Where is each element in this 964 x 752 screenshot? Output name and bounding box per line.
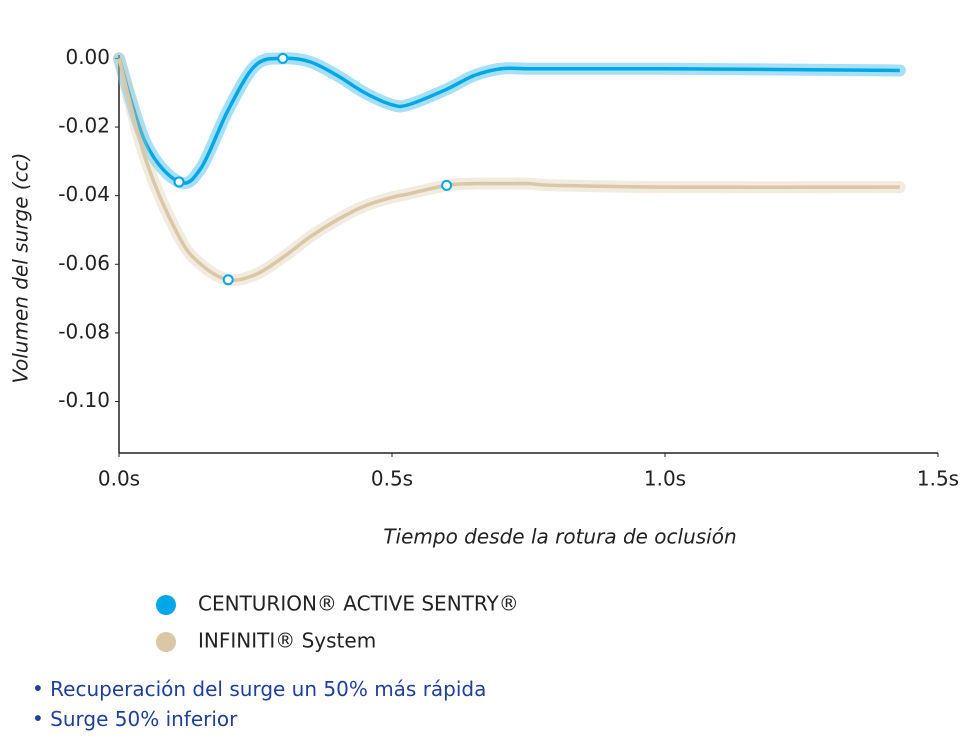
y-tick-label: -0.04 — [58, 182, 110, 206]
series-line — [117, 57, 900, 282]
marker — [222, 274, 234, 286]
note-text: Recuperación del surge un 50% más rápida — [50, 677, 486, 701]
y-tick-label: -0.06 — [58, 251, 110, 275]
legend-swatch — [156, 632, 176, 652]
marker — [277, 52, 289, 64]
x-tick-label: 0.5s — [371, 467, 413, 491]
y-tick-label: -0.02 — [58, 114, 110, 138]
y-axis-label: Volumen del surge (cc) — [9, 153, 33, 384]
legend-swatch — [156, 595, 176, 615]
x-tick-label: 1.0s — [644, 467, 686, 491]
x-tick-label: 0.0s — [98, 467, 140, 491]
x-axis-label: Tiempo desde la rotura de oclusión — [383, 525, 736, 549]
marker — [441, 179, 453, 191]
x-tick-label: 1.5s — [917, 467, 959, 491]
legend-label: INFINITI® System — [198, 629, 376, 653]
y-tick-label: -0.08 — [58, 319, 110, 343]
series-band — [113, 52, 906, 190]
marker — [173, 176, 185, 188]
note: • Recuperación del surge un 50% más rápi… — [32, 677, 486, 701]
series-line — [117, 56, 900, 185]
note: • Surge 50% inferior — [32, 707, 238, 731]
legend-label: CENTURION® ACTIVE SENTRY® — [198, 592, 519, 616]
note-text: Surge 50% inferior — [50, 707, 238, 731]
y-tick-label: -0.10 — [58, 388, 110, 412]
y-tick-label: 0.00 — [65, 45, 110, 69]
